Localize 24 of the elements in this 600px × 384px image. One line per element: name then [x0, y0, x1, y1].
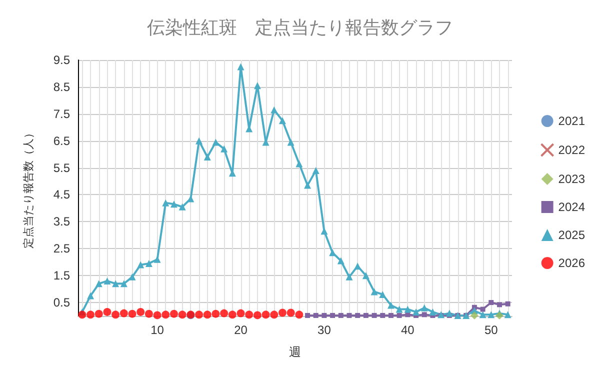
y-tick-label: 6.5	[53, 134, 70, 148]
y-tick-label: 4.5	[53, 188, 70, 202]
y-tick-label: 2.5	[53, 242, 70, 256]
legend-label: 2024	[558, 200, 586, 214]
y-tick-label: 8.5	[53, 80, 70, 94]
y-tick-label: 0.5	[53, 296, 70, 310]
y-tick-label: 7.5	[53, 106, 70, 121]
y-tick-label: 1.5	[53, 268, 70, 283]
legend-label: 2022	[558, 143, 586, 157]
x-tick-label: 20	[234, 323, 248, 337]
x-tick-label: 10	[150, 323, 164, 337]
chart-title: 伝染性紅斑 定点当たり報告数グラフ	[147, 18, 453, 38]
legend-label: 2023	[558, 172, 586, 186]
x-tick-label: 40	[400, 323, 415, 337]
legend-label: 2021	[558, 114, 586, 128]
x-axis-title: 週	[289, 345, 301, 359]
legend-label: 2025	[558, 228, 586, 242]
legend-label: 2026	[558, 256, 586, 270]
y-tick-label: 3.5	[53, 214, 70, 229]
y-axis-title: 定点当たり報告数（人）	[22, 128, 35, 248]
y-tick-label: 5.5	[53, 160, 70, 175]
x-tick-label: 50	[484, 323, 498, 337]
y-tick-label: 9.5	[53, 53, 70, 67]
x-tick-label: 30	[318, 323, 332, 337]
